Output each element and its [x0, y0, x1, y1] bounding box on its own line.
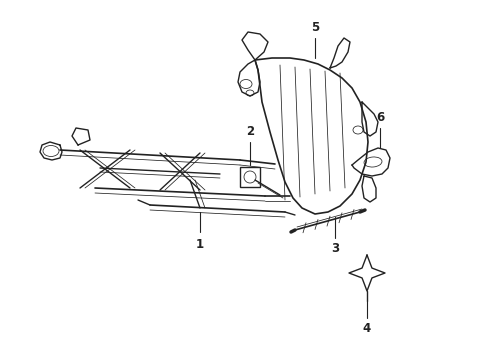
Text: 1: 1: [196, 238, 204, 251]
Text: 6: 6: [376, 111, 384, 124]
Text: 5: 5: [311, 21, 319, 34]
Text: 3: 3: [331, 242, 339, 255]
Text: 2: 2: [246, 125, 254, 138]
Text: 4: 4: [363, 322, 371, 335]
Bar: [240, 167, 260, 187]
